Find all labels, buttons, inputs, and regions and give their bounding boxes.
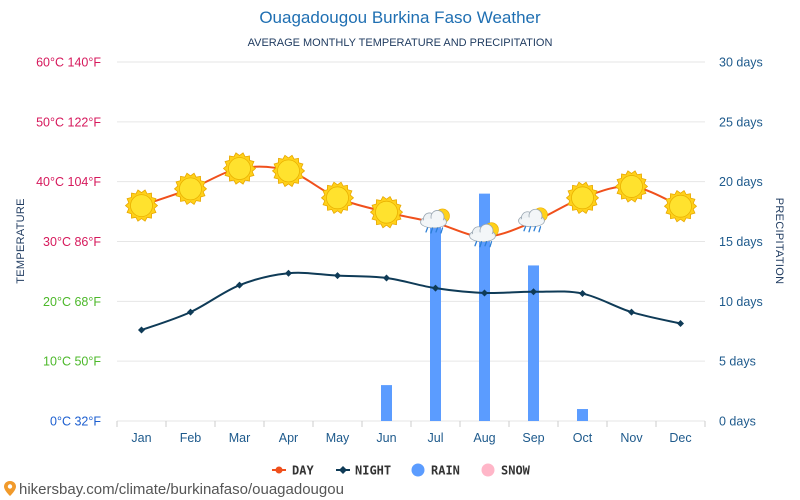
month-label: Sep xyxy=(522,431,544,445)
night-point-mar xyxy=(236,281,243,289)
precipitation-tick-label: 15 days xyxy=(719,235,763,249)
night-point-dec xyxy=(677,319,684,327)
temperature-tick-label: 60°C 140°F xyxy=(36,56,101,70)
night-point-oct xyxy=(579,290,586,298)
rain-bar-oct xyxy=(577,409,588,421)
legend-item-night: NIGHT xyxy=(336,464,391,478)
cloud-rain-icon-jul xyxy=(420,208,450,234)
source-url: hikersbay.com/climate/burkinafaso/ouagad… xyxy=(19,481,344,498)
legend-label: SNOW xyxy=(501,464,531,478)
month-label: Nov xyxy=(620,431,643,445)
rain-bar-jul xyxy=(430,217,441,421)
sun-icon-jun xyxy=(369,195,404,229)
temperature-tick-label: 30°C 86°F xyxy=(43,235,101,249)
temperature-tick-label: 0°C 32°F xyxy=(50,415,101,429)
legend-label: DAY xyxy=(292,464,314,478)
cloud-rain-icon-sep xyxy=(518,207,548,233)
sun-icon-nov xyxy=(614,170,649,203)
sun-icon-apr xyxy=(271,154,306,188)
night-point-jun xyxy=(383,274,390,282)
legend-item-snow: SNOW xyxy=(481,463,531,478)
month-label: Jun xyxy=(376,431,396,445)
sun-icon-feb xyxy=(173,172,208,206)
legend-label: NIGHT xyxy=(355,464,391,478)
month-axis-ticks: Jan Feb Mar Apr May Jun Jul Aug Sep Oct Nov Dec xyxy=(131,431,691,445)
precipitation-tick-label: 20 days xyxy=(719,175,763,189)
sun-icon-oct xyxy=(565,181,600,215)
temperature-tick-label: 50°C 122°F xyxy=(36,115,101,129)
night-point-apr xyxy=(285,269,292,277)
rain-bar-jun xyxy=(381,385,392,421)
night-temperature-line xyxy=(141,271,681,331)
legend-item-rain: RAIN xyxy=(411,463,460,478)
weather-icons xyxy=(124,152,698,248)
month-label: Jul xyxy=(428,431,444,445)
chart-title: Ouagadougou Burkina Faso Weather xyxy=(259,8,541,27)
temperature-axis-title: TEMPERATURE xyxy=(15,198,27,284)
location-pin-icon xyxy=(4,481,16,496)
legend-item-day: DAY xyxy=(272,464,314,478)
night-point-sep xyxy=(530,288,537,296)
precipitation-axis-title: PRECIPITATION xyxy=(773,198,785,285)
month-label: Apr xyxy=(279,431,298,445)
temperature-tick-label: 10°C 50°F xyxy=(43,355,101,369)
precipitation-axis-ticks: 0 days 5 days 10 days 15 days 20 days 25 days… xyxy=(719,56,763,429)
month-label: Oct xyxy=(573,431,593,445)
night-point-aug xyxy=(481,289,488,297)
legend: DAY NIGHT RAIN SNOW xyxy=(272,463,531,478)
day-temperature-line xyxy=(141,165,681,238)
night-point-jan xyxy=(138,326,145,334)
gridlines xyxy=(116,61,706,427)
month-label: May xyxy=(326,431,350,445)
precipitation-tick-label: 30 days xyxy=(719,56,763,70)
temperature-tick-label: 40°C 104°F xyxy=(36,175,101,189)
night-point-nov xyxy=(628,308,635,316)
sun-icon-jan xyxy=(124,189,159,222)
rain-bars xyxy=(381,193,588,421)
rain-bar-aug xyxy=(479,193,490,421)
temperature-lines xyxy=(138,165,684,334)
night-point-jul xyxy=(432,284,439,292)
sun-icon-mar xyxy=(222,152,257,185)
night-point-feb xyxy=(187,308,194,316)
temperature-axis-ticks: 0°C 32°F 10°C 50°F 20°C 68°F 30°C 86°F 40°C … xyxy=(36,56,101,429)
chart-subtitle: AVERAGE MONTHLY TEMPERATURE AND PRECIPIT… xyxy=(248,37,553,49)
precipitation-tick-label: 10 days xyxy=(719,295,763,309)
month-label: Feb xyxy=(180,431,202,445)
month-label: Dec xyxy=(669,431,691,445)
night-point-may xyxy=(334,272,341,280)
month-label: Jan xyxy=(131,431,151,445)
sun-icon-may xyxy=(320,181,355,215)
rain-bar-sep xyxy=(528,265,539,421)
precipitation-tick-label: 5 days xyxy=(719,355,756,369)
temperature-tick-label: 20°C 68°F xyxy=(43,295,101,309)
precipitation-tick-label: 0 days xyxy=(719,415,756,429)
sun-icon-dec xyxy=(663,190,698,223)
cloud-rain-icon-aug xyxy=(469,222,499,248)
precipitation-tick-label: 25 days xyxy=(719,115,763,129)
month-label: Mar xyxy=(229,431,251,445)
footer: hikersbay.com/climate/burkinafaso/ouagad… xyxy=(4,481,344,498)
legend-label: RAIN xyxy=(431,464,460,478)
month-label: Aug xyxy=(473,431,495,445)
